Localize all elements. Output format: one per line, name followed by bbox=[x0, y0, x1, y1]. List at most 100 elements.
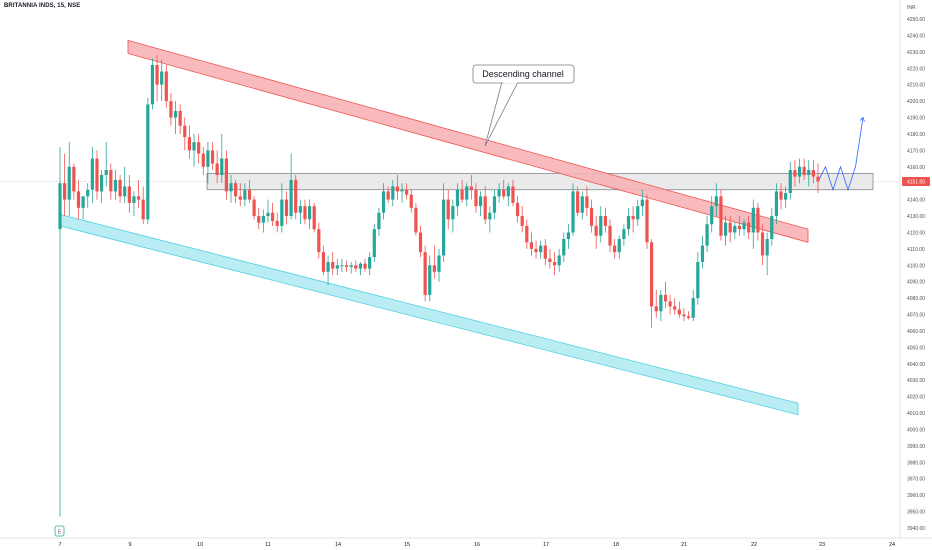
candle-body bbox=[585, 196, 589, 208]
candle-body bbox=[58, 183, 62, 230]
candle-body bbox=[307, 206, 312, 220]
candle bbox=[377, 207, 381, 236]
candle-body bbox=[141, 199, 145, 220]
candle-body bbox=[76, 191, 81, 208]
candle bbox=[81, 196, 85, 220]
x-tick-label: 17 bbox=[543, 542, 549, 548]
upper-channel bbox=[127, 39, 809, 243]
y-tick-label: 3970.00 bbox=[907, 477, 925, 483]
candle bbox=[95, 150, 99, 200]
candle-body bbox=[659, 294, 663, 312]
candle-body bbox=[63, 183, 67, 200]
candle bbox=[76, 179, 81, 220]
candle-body bbox=[284, 199, 289, 217]
candle bbox=[576, 186, 580, 217]
candle-body bbox=[589, 207, 594, 226]
y-tick-label: 4090.00 bbox=[907, 280, 925, 286]
candle-body bbox=[160, 71, 164, 85]
candle-body bbox=[797, 166, 802, 177]
callout-text: Descending channel bbox=[482, 69, 564, 79]
candle-body bbox=[645, 199, 649, 243]
candle-body bbox=[700, 245, 705, 263]
y-tick-label: 3940.00 bbox=[907, 526, 925, 532]
candle-body bbox=[492, 196, 497, 213]
y-tick-label: 4220.00 bbox=[907, 66, 925, 72]
candle bbox=[580, 191, 584, 220]
candle-body bbox=[344, 265, 349, 267]
candle bbox=[682, 307, 686, 322]
candle bbox=[192, 133, 196, 167]
candle bbox=[710, 196, 714, 233]
candle-body bbox=[95, 158, 99, 192]
candle-body bbox=[201, 153, 205, 167]
candle bbox=[488, 206, 492, 233]
candle-body bbox=[594, 225, 598, 236]
annotation-layer: Descending channel bbox=[59, 39, 874, 416]
candle bbox=[788, 161, 792, 200]
candle bbox=[802, 158, 806, 180]
candle bbox=[99, 170, 104, 203]
candle bbox=[321, 245, 326, 276]
candle bbox=[603, 207, 607, 233]
candle bbox=[238, 183, 242, 207]
projection-arrowhead bbox=[859, 116, 865, 122]
x-tick-label: 24 bbox=[889, 542, 895, 548]
chart-title: BRITANNIA INDS, 15, NSE bbox=[4, 3, 81, 9]
candle bbox=[492, 189, 497, 220]
candle bbox=[723, 216, 728, 246]
candle-body bbox=[400, 189, 404, 192]
x-tick-label: 10 bbox=[197, 542, 203, 548]
candle bbox=[104, 142, 108, 187]
candle bbox=[594, 216, 598, 249]
candle-body bbox=[280, 199, 284, 226]
candle-body bbox=[580, 196, 584, 213]
candle-body bbox=[303, 206, 307, 220]
candle-body bbox=[811, 170, 815, 177]
candle-body bbox=[515, 202, 520, 217]
candle-body bbox=[728, 222, 732, 233]
candle bbox=[774, 183, 779, 225]
candle-body bbox=[608, 225, 612, 246]
candle-body bbox=[368, 257, 372, 269]
candle bbox=[331, 252, 335, 276]
candle bbox=[608, 219, 612, 253]
candle bbox=[599, 206, 603, 243]
y-tick-label: 4200.00 bbox=[907, 99, 925, 105]
candle bbox=[294, 174, 298, 220]
earnings-marker: E bbox=[54, 525, 65, 537]
candle-body bbox=[363, 263, 367, 269]
candle bbox=[534, 240, 538, 259]
candle-body bbox=[557, 255, 561, 266]
candle-body bbox=[714, 196, 718, 207]
candle-body bbox=[146, 104, 150, 220]
candle-body bbox=[705, 224, 709, 246]
candle bbox=[571, 183, 575, 236]
last-price-label: 4151.00 bbox=[907, 179, 925, 185]
candle bbox=[220, 133, 224, 184]
candle-body bbox=[650, 242, 654, 307]
candle-body bbox=[72, 166, 76, 192]
y-tick-label: 4140.00 bbox=[907, 198, 925, 204]
candle-body bbox=[354, 265, 358, 269]
candle-body bbox=[340, 265, 344, 267]
y-tick-label: 4190.00 bbox=[907, 116, 925, 122]
candle-body bbox=[520, 216, 524, 226]
candle bbox=[86, 183, 90, 208]
candle-body bbox=[613, 245, 617, 253]
candle-layer bbox=[58, 55, 820, 517]
candle-body bbox=[335, 265, 339, 269]
candle bbox=[520, 206, 524, 233]
candle bbox=[317, 222, 321, 259]
candle bbox=[118, 174, 122, 203]
candle bbox=[275, 212, 279, 233]
candle bbox=[229, 174, 233, 203]
candle bbox=[210, 142, 215, 171]
candle bbox=[340, 258, 344, 272]
descending-channel-callout: Descending channel bbox=[472, 64, 575, 147]
candle-body bbox=[155, 64, 159, 85]
candle-body bbox=[816, 176, 820, 182]
y-tick-label: 4250.00 bbox=[907, 17, 925, 23]
candle-body bbox=[261, 216, 265, 223]
candle-body bbox=[774, 191, 779, 217]
